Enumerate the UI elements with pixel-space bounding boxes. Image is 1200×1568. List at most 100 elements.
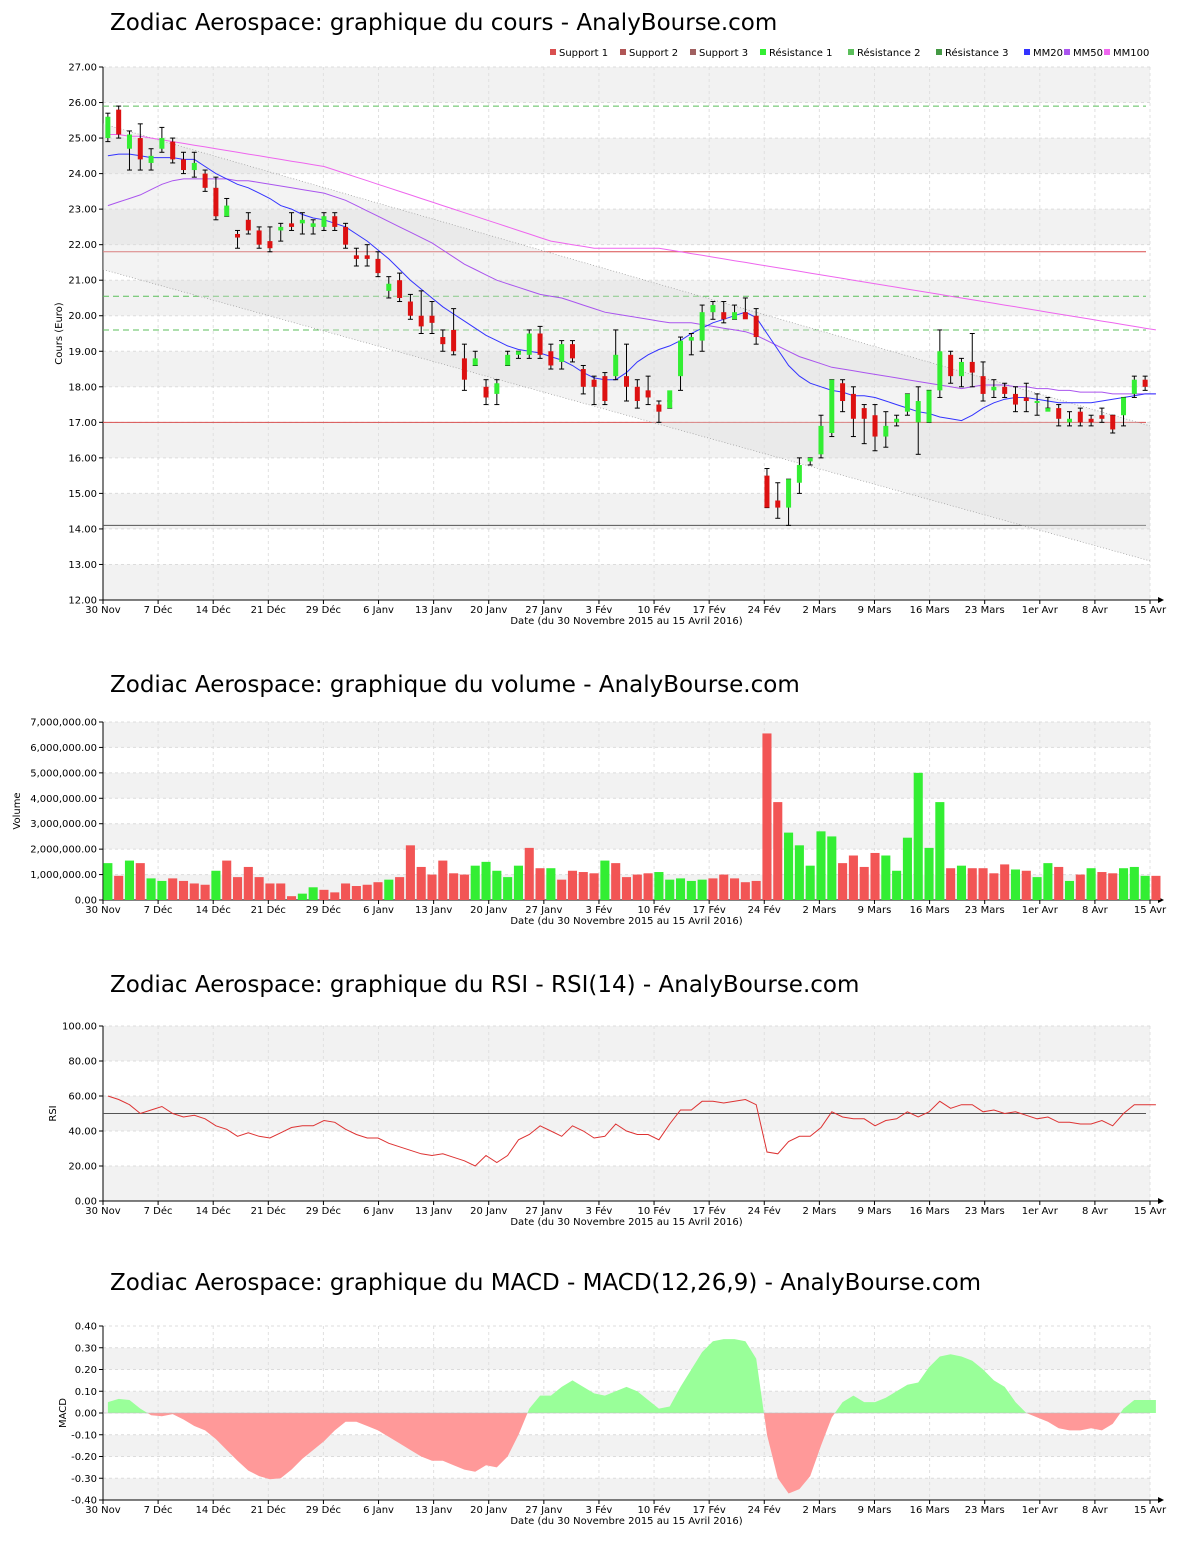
candle-body (904, 393, 910, 412)
candle-body (461, 358, 467, 380)
volume-bar (578, 872, 588, 900)
candlestick (1034, 393, 1040, 416)
volume-bar (200, 884, 210, 900)
x-tick-label: 16 Mars (910, 1505, 950, 1516)
candlestick (678, 336, 684, 391)
y-tick-label: 15.00 (68, 489, 97, 500)
candlestick (148, 148, 154, 171)
volume-bar (287, 896, 297, 900)
volume-bar (1032, 877, 1042, 900)
legend-label: MM100 (1113, 48, 1149, 59)
volume-bar (686, 880, 696, 900)
y-tick-label: 2,000,000.00 (30, 845, 97, 856)
x-tick-label: 21 Déc (251, 1205, 286, 1217)
candlestick (742, 297, 748, 320)
candlestick (170, 137, 176, 164)
x-tick-label: 17 Fév (693, 904, 726, 916)
price-chart: 12.00 13.00 14.00 15.00 16.00 17.00 18.00 19.00… (54, 47, 1167, 627)
volume-bar (1043, 863, 1053, 900)
macd-negative-area (1026, 1413, 1121, 1431)
y-tick-label: 0.00 (75, 1197, 97, 1208)
volume-bar (189, 883, 199, 900)
volume-bar (1151, 875, 1161, 900)
y-axis-title: MACD (58, 1398, 69, 1428)
candle-body (1034, 401, 1040, 404)
x-tick-label: 24 Fév (748, 1205, 781, 1217)
candle-body (1012, 393, 1018, 405)
legend-swatch (848, 49, 854, 55)
x-tick-label: 1er Avr (1022, 605, 1059, 616)
candlestick (688, 333, 694, 356)
candlestick (721, 301, 727, 324)
candle-body (926, 390, 932, 423)
y-tick-label: 16.00 (68, 453, 97, 464)
candle-body (429, 315, 435, 323)
x-tick-label: 10 Fév (637, 1504, 670, 1516)
candle-body (818, 425, 824, 455)
candle-body (526, 333, 532, 355)
candle-body (861, 408, 867, 419)
candle-body (418, 315, 424, 327)
candlestick (818, 414, 824, 459)
background-band (103, 722, 1150, 748)
x-tick-label: 13 Janv (415, 905, 452, 916)
x-tick-label: 9 Mars (858, 905, 892, 916)
candle-body (678, 340, 684, 377)
volume-bar (103, 863, 113, 900)
candlestick (461, 343, 467, 391)
candlestick (213, 176, 219, 221)
y-tick-label: 40.00 (68, 1127, 97, 1138)
candlestick (191, 151, 197, 178)
candlestick (137, 123, 143, 171)
candle-body (1110, 415, 1116, 430)
volume-bar (524, 847, 534, 900)
background-band (103, 457, 1150, 494)
volume-bar (848, 855, 858, 900)
candlestick (958, 357, 964, 388)
candle-body (105, 116, 111, 139)
volume-bar (319, 889, 329, 900)
candle-body (126, 134, 132, 149)
candlestick (969, 333, 975, 388)
x-tick-label: 8 Avr (1082, 905, 1109, 916)
y-tick-label: -0.10 (71, 1430, 97, 1441)
macd-chart-title: Zodiac Aerospace: graphique du MACD - MA… (110, 1270, 982, 1296)
candlestick (418, 290, 424, 334)
volume-bar (892, 870, 902, 900)
x-tick-label: 23 Mars (965, 1505, 1005, 1516)
y-tick-label: 21.00 (68, 276, 97, 287)
candle-body (116, 109, 122, 135)
background-band (103, 849, 1150, 875)
y-tick-label: 0.30 (75, 1343, 97, 1354)
x-tick-label: 7 Déc (144, 1504, 173, 1516)
rsi-chart-panel: Zodiac Aerospace: graphique du RSI - RSI… (0, 970, 1200, 1240)
candlestick (764, 468, 770, 509)
x-tick-label: 30 Nov (85, 1206, 121, 1217)
volume-bar (114, 875, 124, 900)
candle-body (1121, 397, 1127, 416)
legend-swatch (1064, 49, 1070, 55)
candle-body (515, 351, 521, 355)
candlestick (278, 222, 284, 242)
macd-negative-area (763, 1413, 835, 1494)
x-tick-label: 3 Fév (586, 1205, 613, 1217)
candlestick (1023, 382, 1029, 413)
macd-positive-area (107, 1398, 148, 1413)
volume-bar (1129, 866, 1139, 900)
candle-body (786, 479, 792, 508)
x-tick-label: 30 Nov (85, 605, 121, 616)
volume-bar (665, 879, 675, 900)
x-tick-label: 16 Mars (910, 1206, 950, 1217)
y-tick-label: 0.40 (75, 1322, 97, 1333)
x-tick-label: 27 Janv (525, 905, 562, 916)
x-tick-label: 20 Janv (470, 605, 507, 616)
volume-bar (535, 868, 545, 900)
y-tick-label: 12.00 (68, 596, 97, 607)
x-tick-label: 27 Janv (525, 605, 562, 616)
y-tick-label: -0.40 (71, 1496, 97, 1507)
volume-bar (978, 868, 988, 900)
y-tick-label: 100.00 (62, 1022, 97, 1033)
candlestick (299, 212, 305, 235)
candle-body (613, 354, 619, 377)
volume-bar (989, 873, 999, 900)
